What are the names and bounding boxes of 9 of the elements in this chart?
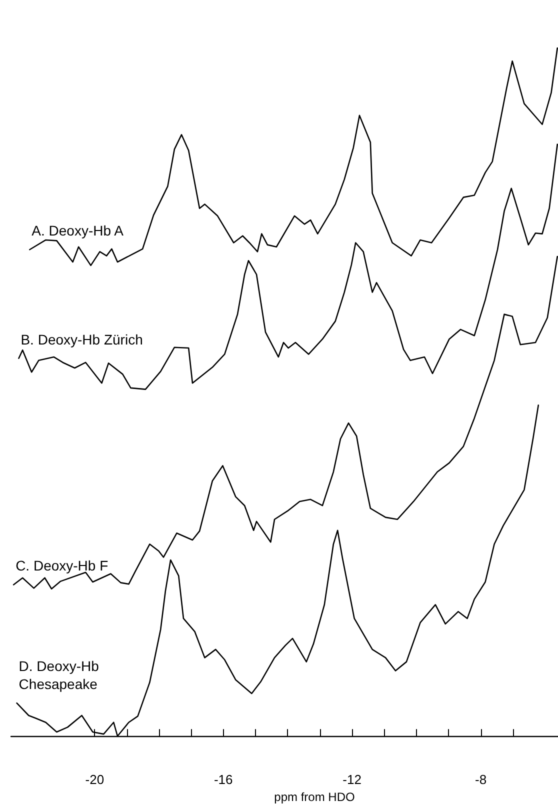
x-tick-label: -20 <box>85 772 104 788</box>
series-label: D. Deoxy-Hb Chesapeake <box>18 658 103 692</box>
series-label: C. Deoxy-Hb F <box>16 558 108 574</box>
x-tick-label: -16 <box>214 772 233 788</box>
series-label: A. Deoxy-Hb A <box>32 222 124 239</box>
x-axis-title: ppm from HDO <box>274 790 355 804</box>
series-label: B. Deoxy-Hb Zürich <box>20 331 143 348</box>
x-tick-label: -8 <box>474 772 487 788</box>
x-tick-label: -12 <box>342 772 362 788</box>
